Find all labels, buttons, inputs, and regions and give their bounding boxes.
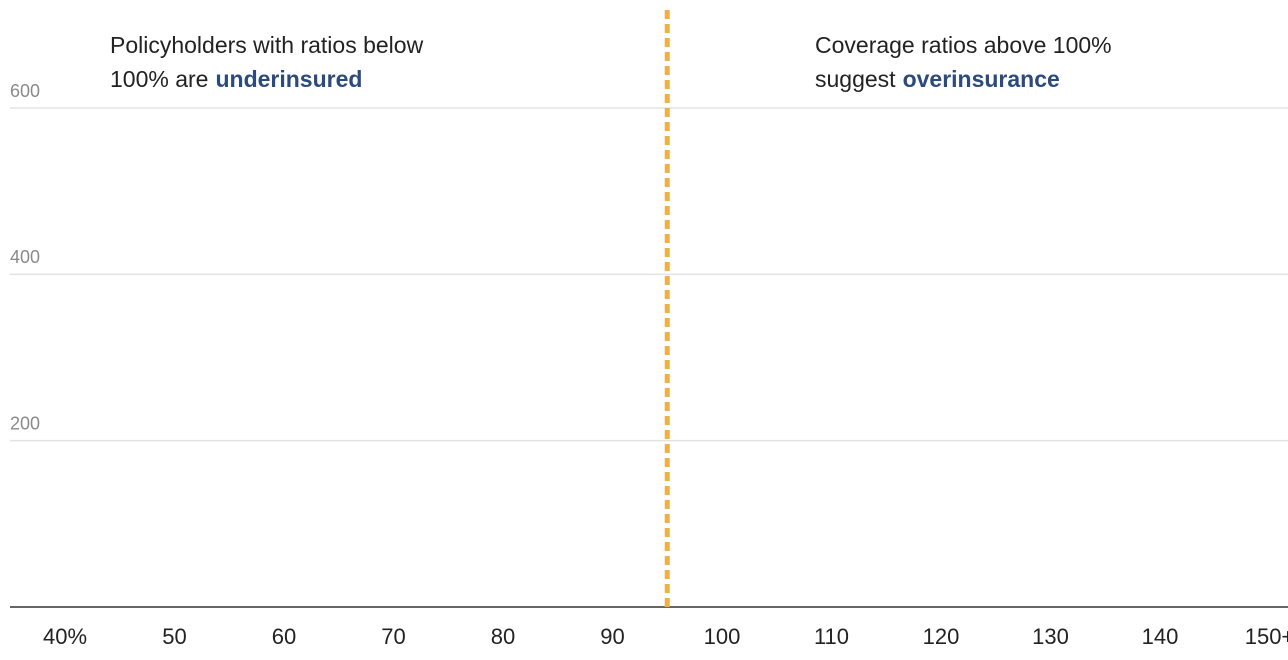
annotation-emphasis: underinsured [215, 66, 362, 92]
annotation-line: Coverage ratios above 100% [815, 32, 1112, 58]
annotation-text: 100% are [110, 66, 208, 92]
annotation-text: suggest [815, 66, 896, 92]
x-tick-label: 140 [1142, 624, 1179, 649]
x-tick-label: 40% [43, 624, 87, 649]
x-tick-label: 60 [272, 624, 296, 649]
x-tick-label: 70 [381, 624, 405, 649]
x-tick-label: 90 [600, 624, 624, 649]
annotation-line: Policyholders with ratios below [110, 32, 424, 58]
x-tick-label: 100 [704, 624, 741, 649]
x-tick-label: 110 [814, 624, 849, 649]
y-tick-label: 200 [10, 413, 40, 433]
annotation-line: 100% are underinsured [110, 66, 362, 92]
x-tick-label: 150+ [1245, 624, 1288, 649]
x-tick-label: 50 [162, 624, 186, 649]
annotation-emphasis: overinsurance [903, 66, 1060, 92]
x-tick-label: 120 [923, 624, 960, 649]
annotation-line: suggest overinsurance [815, 66, 1060, 92]
x-tick-label: 130 [1032, 624, 1069, 649]
y-tick-label: 400 [10, 247, 40, 267]
y-tick-label: 600 [10, 81, 40, 101]
x-tick-label: 80 [491, 624, 515, 649]
